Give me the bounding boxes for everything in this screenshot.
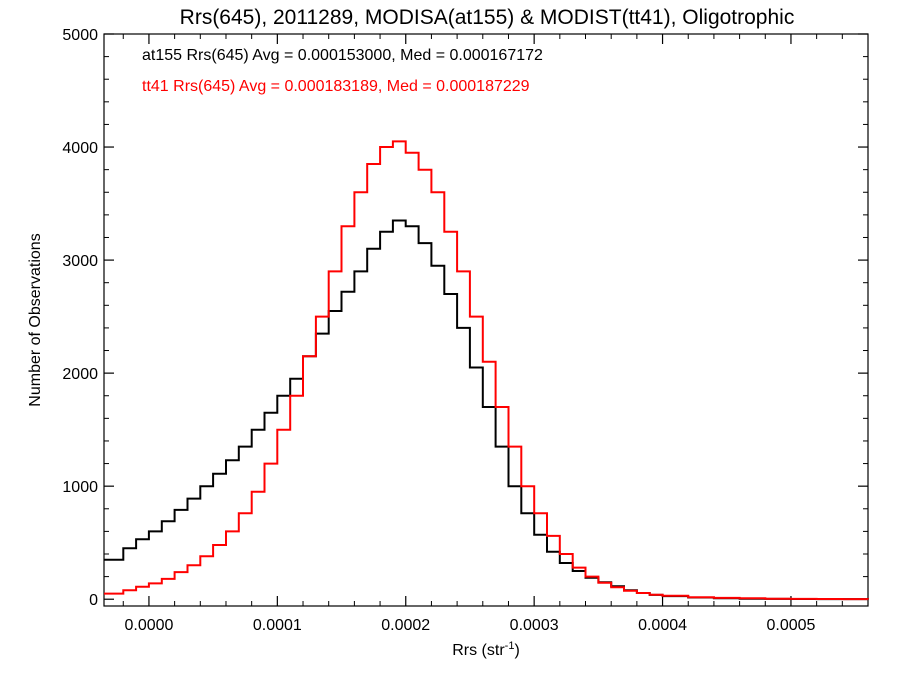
x-tick-label: 0.0005 [766, 617, 815, 634]
y-axis-label: Number of Observations [27, 233, 44, 406]
series-line-tt41 [104, 140, 869, 601]
chart-title: Rrs(645), 2011289, MODISA(at155) & MODIS… [180, 6, 795, 29]
x-axis-label-superscript: -1 [505, 640, 515, 652]
x-tick-label: 0.0004 [638, 617, 687, 634]
x-axis-label-base: Rrs (str [452, 642, 505, 659]
legend-entry-at155: at155 Rrs(645) Avg = 0.000153000, Med = … [142, 47, 543, 64]
plot-frame [103, 33, 869, 607]
y-tick-label: 5000 [62, 27, 98, 44]
y-tick-label: 0 [89, 592, 98, 609]
x-tick-label: 0.0003 [510, 617, 559, 634]
x-tick-label: 0.0000 [124, 617, 173, 634]
x-axis: 0.0000 0.0001 0.0002 0.0003 0.0004 0.0005 [122, 34, 869, 634]
y-tick-label: 4000 [62, 140, 98, 157]
y-axis: 0 1000 2000 3000 4000 5000 [62, 27, 868, 609]
series-layer [104, 140, 869, 601]
y-tick-label: 1000 [62, 479, 98, 496]
x-axis-label-close: ) [514, 642, 519, 659]
y-tick-label: 3000 [62, 253, 98, 270]
x-axis-label: Rrs (str-1) [452, 640, 520, 659]
x-tick-label: 0.0002 [381, 617, 430, 634]
x-tick-label: 0.0001 [253, 617, 302, 634]
y-tick-label: 2000 [62, 366, 98, 383]
legend-entry-tt41: tt41 Rrs(645) Avg = 0.000183189, Med = 0… [142, 78, 530, 95]
